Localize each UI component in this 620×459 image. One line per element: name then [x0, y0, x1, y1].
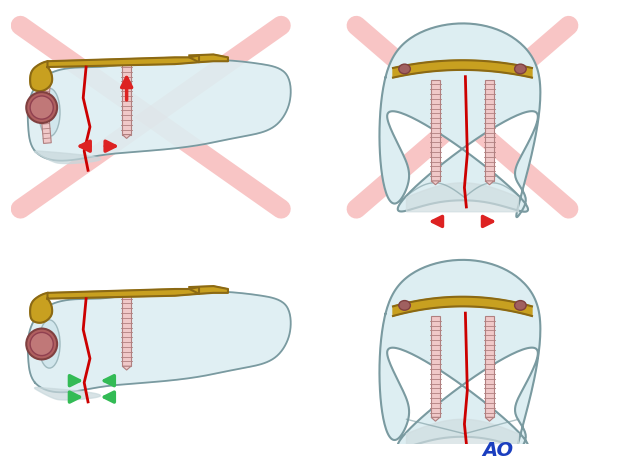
Polygon shape [431, 79, 440, 181]
Polygon shape [122, 366, 131, 370]
Polygon shape [407, 419, 518, 448]
Ellipse shape [26, 92, 57, 123]
Ellipse shape [399, 301, 410, 310]
Ellipse shape [39, 320, 60, 368]
Polygon shape [30, 61, 52, 91]
Ellipse shape [515, 301, 526, 310]
Polygon shape [28, 59, 291, 161]
Polygon shape [28, 291, 291, 392]
Ellipse shape [399, 64, 410, 74]
Polygon shape [189, 286, 228, 294]
Polygon shape [485, 181, 494, 185]
Polygon shape [485, 79, 494, 181]
Polygon shape [431, 316, 440, 417]
Polygon shape [407, 183, 518, 212]
Ellipse shape [30, 96, 53, 119]
Ellipse shape [39, 88, 60, 136]
Ellipse shape [26, 329, 57, 359]
Polygon shape [48, 56, 199, 67]
Polygon shape [40, 100, 51, 143]
Polygon shape [379, 260, 541, 453]
Polygon shape [48, 287, 199, 299]
Polygon shape [393, 297, 532, 316]
Text: AO: AO [482, 441, 513, 459]
Polygon shape [393, 60, 532, 78]
Polygon shape [35, 151, 100, 163]
Polygon shape [485, 316, 494, 417]
Polygon shape [379, 23, 541, 217]
Polygon shape [30, 293, 52, 323]
Polygon shape [485, 417, 494, 421]
Polygon shape [122, 62, 131, 134]
Ellipse shape [515, 64, 526, 74]
Polygon shape [40, 72, 51, 116]
Polygon shape [431, 417, 440, 421]
Ellipse shape [30, 332, 53, 356]
Polygon shape [122, 294, 131, 366]
Polygon shape [35, 387, 100, 400]
Polygon shape [189, 55, 228, 62]
Polygon shape [122, 134, 131, 139]
Polygon shape [431, 181, 440, 185]
